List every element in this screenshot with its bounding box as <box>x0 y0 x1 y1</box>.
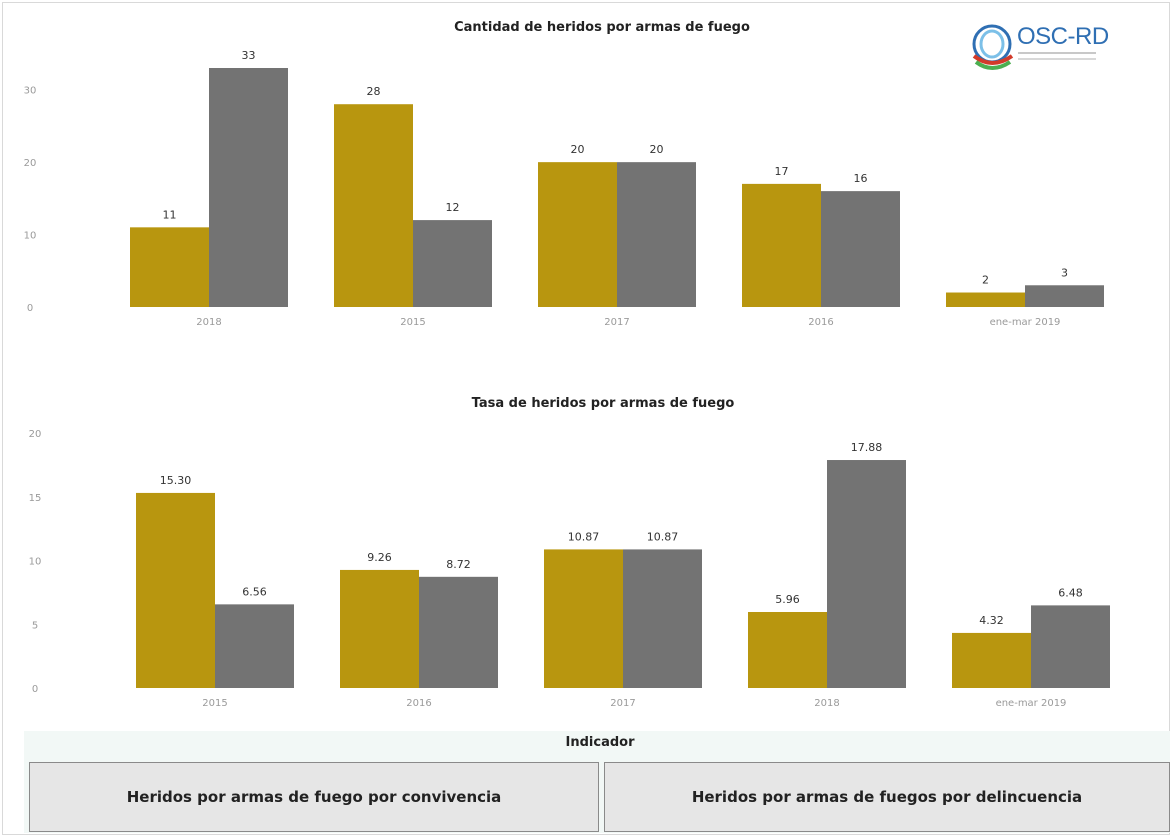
chart-2-ytick-1: 5 <box>32 620 38 631</box>
chart-2-data-label: 4.32 <box>979 614 1004 627</box>
chart-2-data-label: 6.56 <box>242 585 267 598</box>
chart-1-bar-2018-s2[interactable] <box>209 68 288 307</box>
osc-rd-logo: OSC-RD <box>970 18 1120 74</box>
chart-1-title: Cantidad de heridos por armas de fuego <box>454 20 750 35</box>
chart-1-data-label: 3 <box>1061 266 1068 279</box>
chart-1-ytick-3: 30 <box>24 86 37 97</box>
chart-1-bar-2017-s2[interactable] <box>617 162 696 307</box>
chart-1-data-label: 11 <box>163 208 177 221</box>
chart-2-data-label: 17.88 <box>851 441 883 454</box>
chart-2-xtick-3: 2018 <box>814 698 839 709</box>
chart-2-data-label: 5.96 <box>775 593 800 606</box>
chart-2-data-label: 9.26 <box>367 551 392 564</box>
chart-1-data-label: 16 <box>854 172 868 185</box>
chart-2-bar-2016-s1[interactable] <box>340 569 419 688</box>
chart-2-title: Tasa de heridos por armas de fuego <box>471 396 735 411</box>
chart-1-svg: 0 10 20 30 11 33 2018 28 12 2015 20 20 2017 17 16 2016 2… <box>24 49 1104 328</box>
chart-2-bar-2015-s1[interactable] <box>136 492 215 688</box>
chart-1-data-label: 12 <box>446 201 460 214</box>
indicator-option-delincuencia[interactable]: Heridos por armas de fuegos por delincue… <box>604 762 1170 832</box>
chart-2-bar-2015-s2[interactable] <box>215 604 294 688</box>
chart-1-xtick-1: 2015 <box>400 317 425 328</box>
chart-1-xtick-0: 2018 <box>196 317 221 328</box>
chart-1-bar-2015-s1[interactable] <box>334 104 413 307</box>
chart-2-data-label: 8.72 <box>446 558 471 571</box>
chart-2-bar-ene-mar-2019-s1[interactable] <box>952 632 1031 688</box>
chart-1-data-label: 20 <box>571 143 585 156</box>
chart-2-xtick-4: ene-mar 2019 <box>996 698 1067 709</box>
chart-2-bar-2018-s2[interactable] <box>827 460 906 688</box>
chart-2-ytick-4: 20 <box>29 429 42 440</box>
chart-2-ytick-2: 10 <box>29 557 42 568</box>
chart-2-data-label: 15.30 <box>160 474 192 487</box>
chart-1-ytick-0: 0 <box>27 303 33 314</box>
chart-2-bar-2018-s1[interactable] <box>748 612 827 688</box>
chart-2-ytick-3: 15 <box>29 493 42 504</box>
chart-1-xtick-4: ene-mar 2019 <box>990 317 1061 328</box>
chart-2-data-label: 6.48 <box>1058 586 1083 599</box>
chart-2-data-label: 10.87 <box>568 530 600 543</box>
chart-2-bar-ene-mar-2019-s2[interactable] <box>1031 605 1110 688</box>
chart-1-bar-2016-s2[interactable] <box>821 191 900 307</box>
chart-1-bar-2016-s1[interactable] <box>742 183 821 307</box>
chart-2-bar-2016-s2[interactable] <box>419 576 498 688</box>
indicator-option-convivencia[interactable]: Heridos por armas de fuego por convivenc… <box>29 762 599 832</box>
chart-2-xtick-1: 2016 <box>406 698 431 709</box>
chart-1-data-label: 28 <box>367 85 381 98</box>
chart-1-bar-2018-s1[interactable] <box>130 227 209 307</box>
chart-1-xtick-3: 2016 <box>808 317 833 328</box>
chart-1-bar-2015-s2[interactable] <box>413 220 492 307</box>
chart-1-bar-ene-mar-2019-s1[interactable] <box>946 292 1025 307</box>
chart-1-xtick-2: 2017 <box>604 317 629 328</box>
chart-1-data-label: 33 <box>242 49 256 62</box>
logo-tagline <box>1018 52 1096 60</box>
chart-2-bar-2017-s2[interactable] <box>623 549 702 688</box>
indicator-title: Indicador <box>565 735 635 750</box>
chart-2-bar-2017-s1[interactable] <box>544 549 623 688</box>
chart-1-data-label: 17 <box>775 165 789 178</box>
chart-1-ytick-2: 20 <box>24 158 37 169</box>
chart-2-xtick-0: 2015 <box>202 698 227 709</box>
chart-2-data-label: 10.87 <box>647 530 679 543</box>
chart-1-ytick-1: 10 <box>24 231 37 242</box>
chart-1-data-label: 20 <box>650 143 664 156</box>
chart-2-xtick-2: 2017 <box>610 698 635 709</box>
chart-2-ytick-0: 0 <box>32 684 38 695</box>
logo-text: OSC-RD <box>1017 23 1109 50</box>
chart-1-bar-ene-mar-2019-s2[interactable] <box>1025 285 1104 307</box>
osc-rd-logo-icon <box>972 24 1014 70</box>
chart-1-data-label: 2 <box>982 274 989 287</box>
chart-1-bar-2017-s1[interactable] <box>538 162 617 307</box>
